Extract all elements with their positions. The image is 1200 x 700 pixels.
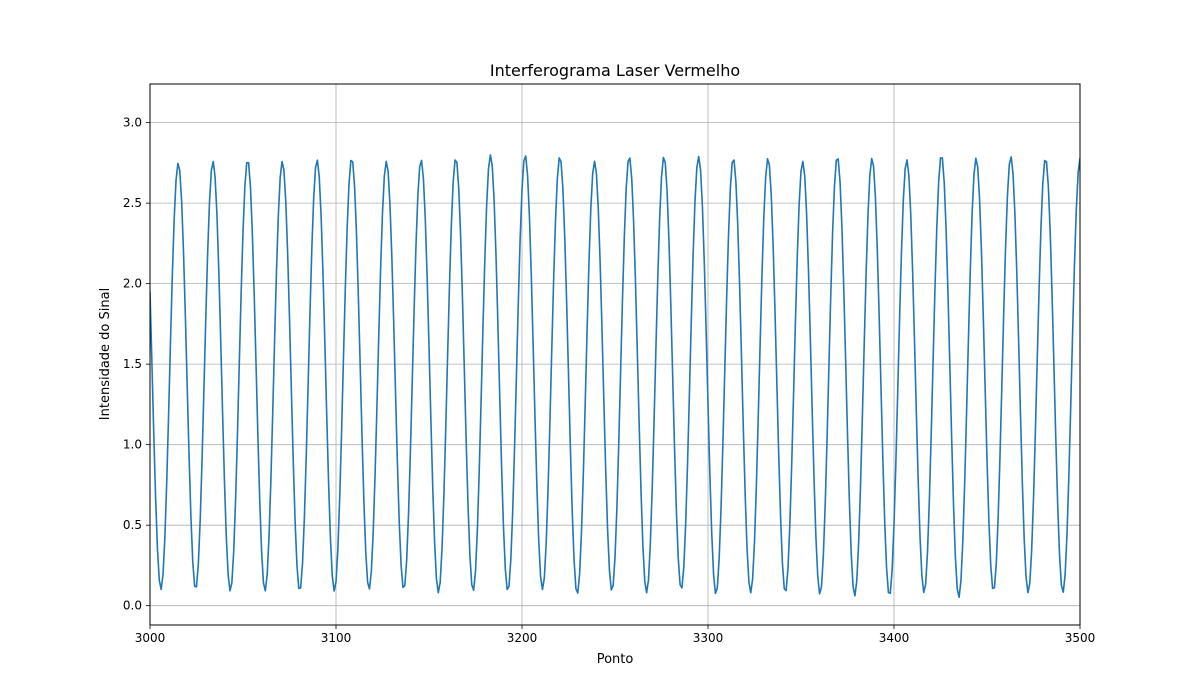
axes-frame [149, 83, 1081, 626]
x-axis-label: Ponto [597, 652, 634, 667]
series-line-0 [150, 154, 1080, 599]
plot-area: 3000 3100 3200 3300 3400 3500 0.0 0.5 1.0 1.5 2.0… [123, 83, 1096, 645]
y-tick-label: 0.0 [123, 599, 142, 613]
x-tick-label: 3500 [1065, 631, 1096, 645]
y-tick-label: 1.5 [123, 357, 142, 371]
y-axis: 0.0 0.5 1.0 1.5 2.0 2.5 3.0 [123, 116, 150, 613]
series-group [150, 154, 1080, 599]
y-tick-label: 0.5 [123, 518, 142, 532]
x-tick-label: 3000 [135, 631, 166, 645]
x-tick-label: 3300 [693, 631, 724, 645]
x-tick-label: 3200 [507, 631, 538, 645]
axes-background [150, 84, 1080, 625]
y-tick-label: 1.0 [123, 438, 142, 452]
chart-title: Interferograma Laser Vermelho [490, 61, 740, 80]
x-tick-label: 3400 [879, 631, 910, 645]
y-tick-label: 2.0 [123, 277, 142, 291]
x-axis: 3000 3100 3200 3300 3400 3500 [135, 625, 1096, 645]
y-tick-label: 2.5 [123, 196, 142, 210]
y-tick-label: 3.0 [123, 116, 142, 130]
y-axis-label: Intensidade do Sinal [98, 288, 113, 420]
x-tick-label: 3100 [321, 631, 352, 645]
